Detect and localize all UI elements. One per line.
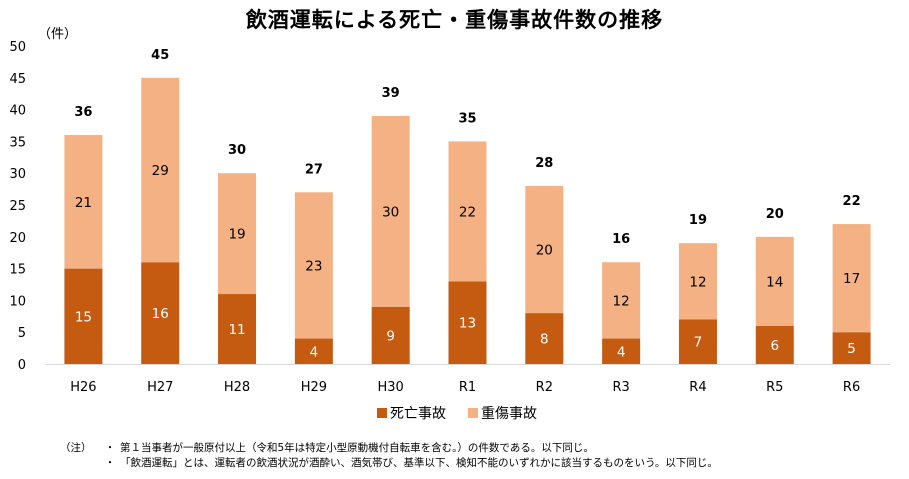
y-tick-label: 5 <box>18 326 26 341</box>
data-label: 22 <box>459 204 476 220</box>
bar-segment-serious <box>678 243 717 320</box>
x-tick-label: R3 <box>612 380 629 395</box>
y-tick-label: 15 <box>9 263 26 278</box>
y-tick-label: 25 <box>9 199 26 214</box>
data-label: 23 <box>305 258 322 274</box>
y-tick-label: 40 <box>9 104 26 119</box>
data-label: 11 <box>228 322 245 338</box>
data-label: 5 <box>847 341 856 357</box>
y-tick-label: 10 <box>9 294 26 309</box>
bar-segment-serious <box>448 141 487 282</box>
bar-segment-serious <box>832 224 871 333</box>
y-axis: （件） 0 5 10 15 20 25 30 35 40 45 50 <box>9 27 77 373</box>
footnote-bullet: ・ <box>104 457 116 469</box>
legend-swatch <box>468 408 478 418</box>
total-label: 28 <box>535 156 553 171</box>
total-label: 36 <box>74 105 92 120</box>
total-label: 22 <box>843 194 861 209</box>
total-label: 19 <box>689 213 707 228</box>
bar-segment-fatal <box>525 313 564 364</box>
footnote-row: ・ 「飲酒運転」とは、運転者の飲酒状況が酒酔い、酒気帯び、基準以下、検知不能のい… <box>60 456 900 471</box>
bar-segment-fatal <box>218 294 257 364</box>
x-axis: H26 H27 H28 H29 H30 R1 R2 R3 R4 R5 R6 <box>45 364 890 395</box>
total-label: 30 <box>228 143 246 158</box>
bar-segment-serious <box>371 115 410 307</box>
data-label: 17 <box>843 271 860 287</box>
data-label: 8 <box>540 332 549 348</box>
y-tick-label: 30 <box>9 167 26 182</box>
data-label: 4 <box>310 344 319 360</box>
x-tick-label: R1 <box>459 380 476 395</box>
footnote-text: 第１当事者が一般原付以上（令和5年は特定小型原動機付自転車を含む。）の件数である… <box>120 442 594 454</box>
bar-segment-serious <box>64 135 103 269</box>
footnote-bullet: ・ <box>104 442 116 454</box>
y-tick-label: 20 <box>9 231 26 246</box>
bar-segment-serious <box>218 173 257 295</box>
bar-segment-serious <box>525 185 564 314</box>
footnote-prefix: （注） <box>60 442 92 454</box>
y-tick-label: 45 <box>9 72 26 87</box>
data-label: 29 <box>152 163 169 179</box>
data-label: 6 <box>770 338 779 354</box>
bar-segment-fatal <box>448 281 487 364</box>
y-axis-unit-label: （件） <box>38 27 77 42</box>
x-tick-label: R2 <box>536 380 553 395</box>
x-tick-label: R5 <box>766 380 783 395</box>
total-label: 20 <box>766 207 784 222</box>
total-label: 35 <box>458 111 476 126</box>
total-label: 45 <box>151 48 169 63</box>
total-label: 27 <box>305 162 323 177</box>
legend-label: 重傷事故 <box>481 406 537 422</box>
bar-segment-fatal <box>832 332 871 364</box>
data-label: 4 <box>617 344 626 360</box>
bar-segment-serious <box>294 192 333 339</box>
total-label: 39 <box>382 86 400 101</box>
data-label: 14 <box>766 274 783 290</box>
y-tick-label: 35 <box>9 135 26 150</box>
data-label: 13 <box>459 316 476 332</box>
data-label: 20 <box>536 243 553 259</box>
x-tick-label: H29 <box>301 380 327 395</box>
bar-segment-fatal <box>64 268 103 364</box>
x-tick-label: H28 <box>224 380 250 395</box>
bar-segment-fatal <box>755 325 794 364</box>
total-label: 16 <box>612 232 630 247</box>
footnotes: （注） ・ 第１当事者が一般原付以上（令和5年は特定小型原動機付自転車を含む。）… <box>60 441 900 471</box>
bar-segment-fatal <box>141 262 180 364</box>
x-tick-label: H30 <box>378 380 404 395</box>
data-label: 19 <box>228 227 245 243</box>
bar-segment-serious <box>602 262 641 339</box>
x-tick-label: R6 <box>843 380 860 395</box>
data-label: 12 <box>689 274 706 290</box>
footnote-row: （注） ・ 第１当事者が一般原付以上（令和5年は特定小型原動機付自転車を含む。）… <box>60 441 900 456</box>
bar-segment-fatal <box>294 338 333 364</box>
data-label: 12 <box>613 293 630 309</box>
data-label: 21 <box>75 195 92 211</box>
data-label: 15 <box>75 309 92 325</box>
bar-segment-fatal <box>678 319 717 364</box>
x-tick-label: H26 <box>70 380 96 395</box>
bar-segment-serious <box>755 236 794 326</box>
bar-segment-serious <box>141 77 180 263</box>
bar-segment-fatal <box>602 338 641 364</box>
y-tick-label: 50 <box>9 40 26 55</box>
x-tick-label: R4 <box>689 380 706 395</box>
data-label: 9 <box>386 328 395 344</box>
data-label: 30 <box>382 204 399 220</box>
x-tick-label: H27 <box>147 380 173 395</box>
data-label: 16 <box>152 306 169 322</box>
footnote-text: 「飲酒運転」とは、運転者の飲酒状況が酒酔い、酒気帯び、基準以下、検知不能のいずれ… <box>120 457 718 469</box>
legend-label: 死亡事故 <box>390 406 446 422</box>
legend: 死亡事故 重傷事故 <box>377 406 537 422</box>
bar-segment-fatal <box>371 306 410 364</box>
chart-title: 飲酒運転による死亡・重傷事故件数の推移 <box>245 8 664 32</box>
y-tick-label: 0 <box>18 358 26 373</box>
data-label: 7 <box>694 335 703 351</box>
legend-swatch <box>377 408 387 418</box>
bar-group: 1521361629451119304232793039132235820284… <box>64 48 871 364</box>
